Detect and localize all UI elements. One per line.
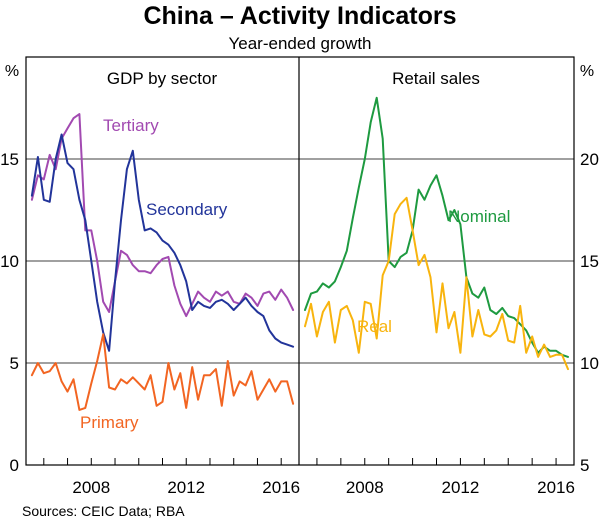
- source-note: Sources: CEIC Data; RBA: [22, 503, 185, 519]
- y-tick-label-1-1: 10: [580, 354, 599, 373]
- series-line-secondary: [30, 133, 295, 352]
- y-tick-label-0-1: 5: [10, 354, 19, 373]
- panel-title-retail: Retail sales: [392, 69, 480, 88]
- panel-title-gdp: GDP by sector: [107, 69, 218, 88]
- x-tick-label-1-0: 2008: [346, 478, 384, 497]
- label-real: Real: [357, 317, 392, 336]
- label-tertiary: Tertiary: [103, 116, 159, 135]
- y-tick-label-1-2: 15: [580, 252, 599, 271]
- series-line-primary: [30, 333, 295, 411]
- x-tick-labels: 2008 2012 2016 2008 2012 2016: [72, 478, 575, 497]
- y-tick-labels: 0 5 10 15 5 10 15 20: [0, 150, 599, 475]
- y-unit-right: %: [580, 63, 594, 80]
- chart-title: China – Activity Indicators: [143, 2, 457, 30]
- series-lines: [30, 96, 569, 411]
- series-line-tertiary: [30, 113, 295, 318]
- chart-subtitle: Year-ended growth: [228, 34, 372, 53]
- x-tick-label-1-2: 2016: [537, 478, 575, 497]
- y-tick-label-0-0: 0: [10, 456, 19, 475]
- y-unit-left: %: [5, 63, 19, 80]
- x-tick-label-0-1: 2012: [167, 478, 205, 497]
- x-tick-label-1-1: 2012: [441, 478, 479, 497]
- y-tick-label-0-3: 15: [0, 150, 19, 169]
- y-tick-label-0-2: 10: [0, 252, 19, 271]
- y-tick-label-1-3: 20: [580, 150, 599, 169]
- label-primary: Primary: [80, 413, 139, 432]
- plot-frame: [25, 56, 575, 466]
- axis-ticks: [43, 458, 557, 465]
- label-nominal: Nominal: [448, 207, 510, 226]
- x-tick-label-0-2: 2016: [262, 478, 300, 497]
- series-line-nominal: [304, 96, 569, 358]
- gridlines: [26, 158, 574, 364]
- x-tick-label-0-0: 2008: [72, 478, 110, 497]
- series-line-real: [304, 196, 569, 371]
- label-secondary: Secondary: [146, 200, 228, 219]
- y-tick-label-1-0: 5: [580, 456, 589, 475]
